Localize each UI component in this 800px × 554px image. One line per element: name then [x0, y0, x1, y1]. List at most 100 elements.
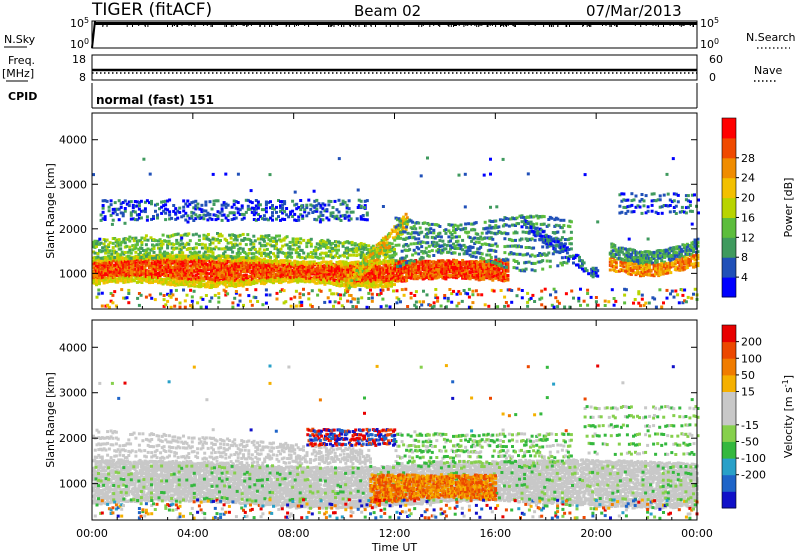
power-main-fringe-cell: [281, 244, 285, 248]
power-upper-band-cell: [226, 218, 230, 222]
power-main-fringe-cell: [123, 251, 127, 254]
nsky-tick-bottom: 100: [70, 37, 89, 51]
power-main-band-cell: [231, 274, 235, 278]
nsky-trace-jitter: [242, 25, 244, 26]
power-main-band-cell: [98, 279, 101, 282]
power-main-band-cell: [272, 281, 275, 285]
power-upper-band-cell: [256, 200, 260, 204]
power-main-band-cell: [216, 284, 219, 288]
power-main-fringe-cell: [329, 253, 333, 257]
power-afternoon-band-cell: [447, 250, 451, 254]
power-main-band-cell: [267, 267, 271, 271]
power-main-band-cell: [214, 263, 218, 267]
power-main-fringe-cell: [138, 251, 142, 254]
power-main-band-cell: [155, 279, 159, 283]
power-main-fringe-cell: [343, 254, 347, 258]
power-main-band-cell: [315, 273, 319, 277]
power-main-band-cell: [175, 279, 179, 283]
power-upper-band-cell: [305, 203, 309, 207]
power-main-band-cell: [211, 259, 215, 263]
power-main-band-cell: [143, 265, 147, 269]
power-upper-band-cell: [331, 211, 335, 215]
power-main-fringe-cell: [206, 249, 210, 253]
power-main-band-cell: [166, 255, 170, 259]
power-afternoon-band-cell: [447, 235, 451, 239]
power-main-fringe-cell: [288, 247, 292, 251]
power-upper-band-cell: [269, 200, 272, 204]
nsky-trace-jitter: [269, 25, 270, 27]
power-main-band-cell: [279, 262, 283, 266]
power-upper-band-cell: [264, 206, 268, 210]
nsky-trace-jitter: [528, 25, 530, 26]
nsky-trace-jitter: [463, 25, 465, 27]
nsky-trace-jitter: [403, 25, 405, 26]
power-upper-band-cell: [242, 216, 246, 220]
power-main-fringe-cell: [320, 251, 324, 255]
power-main-fringe-cell: [220, 247, 224, 251]
power-main-fringe-cell: [155, 243, 159, 247]
nsky-trace-jitter: [333, 25, 335, 27]
power-afternoon-band-cell: [489, 256, 493, 259]
power-afternoon-band-cell: [500, 264, 504, 268]
power-main-band-cell: [231, 276, 235, 280]
power-afternoon-band-cell: [444, 228, 448, 232]
power-main-band-cell: [102, 267, 106, 271]
power-main-fringe-cell: [235, 243, 239, 247]
power-upper-band-cell: [309, 207, 313, 211]
power-main-fringe-cell: [152, 250, 156, 254]
nsky-trace-jitter: [652, 25, 654, 26]
power-upper-band-cell: [178, 210, 182, 214]
power-afternoon-band-cell: [424, 246, 428, 250]
power-main-fringe-cell: [302, 251, 306, 255]
power-afternoon-band-cell: [494, 249, 498, 253]
power-main-band-cell: [327, 272, 331, 276]
power-main-band-cell: [131, 270, 135, 274]
nsky-trace-jitter: [645, 25, 647, 26]
power-afternoon-band-cell: [494, 255, 498, 259]
power-main-fringe-cell: [170, 251, 174, 255]
power-afternoon-band-cell: [468, 236, 472, 240]
power-afternoon-band-cell: [489, 248, 493, 252]
power-afternoon-band-cell: [394, 225, 398, 229]
power-main-band-cell: [169, 273, 173, 277]
power-main-fringe-cell: [167, 239, 171, 243]
power-upper-band-cell: [107, 209, 111, 213]
power-main-band-cell: [249, 279, 253, 283]
power-afternoon-band-cell: [445, 243, 449, 247]
power-afternoon-band-cell: [456, 247, 460, 250]
power-descending-arc-cell: [531, 222, 535, 226]
power-main-band-cell: [181, 261, 185, 265]
power-main-band-cell: [173, 268, 177, 272]
power-afternoon-band-cell: [423, 221, 427, 225]
power-afternoon-band-cell: [495, 244, 499, 248]
power-main-fringe-cell: [203, 250, 207, 254]
power-main-band-cell: [144, 279, 148, 283]
power-main-band-cell: [312, 279, 316, 283]
power-main-fringe-cell: [200, 242, 204, 246]
power-main-band-cell: [193, 259, 197, 263]
nsky-trace-jitter: [470, 25, 472, 26]
power-main-fringe-cell: [231, 250, 235, 254]
power-upper-band-cell: [325, 208, 329, 212]
power-afternoon-band-cell: [412, 259, 416, 263]
power-main-band-cell: [391, 271, 395, 275]
nsky-trace-jitter: [106, 25, 108, 27]
nsky-trace-jitter: [296, 25, 297, 26]
power-afternoon-band-cell: [417, 237, 421, 241]
power-main-band-cell: [98, 262, 101, 266]
power-afternoon-band-cell: [464, 226, 468, 230]
nsky-trace-jitter: [605, 25, 607, 26]
power-main-fringe-cell: [297, 253, 301, 256]
power-upper-band-cell: [230, 205, 234, 209]
power-main-fringe-cell: [175, 238, 179, 242]
power-afternoon-band-cell: [486, 259, 490, 263]
station-title: TIGER (fitACF): [92, 0, 213, 20]
nsky-trace-jitter: [588, 25, 590, 26]
nsky-trace-jitter: [343, 25, 345, 27]
power-main-band-cell: [223, 270, 227, 274]
power-main-band-cell: [235, 270, 239, 274]
nsky-trace: [95, 22, 697, 25]
power-main-fringe-cell: [241, 256, 245, 259]
power-main-band-cell: [120, 256, 124, 260]
nsky-trace-jitter: [602, 25, 603, 26]
